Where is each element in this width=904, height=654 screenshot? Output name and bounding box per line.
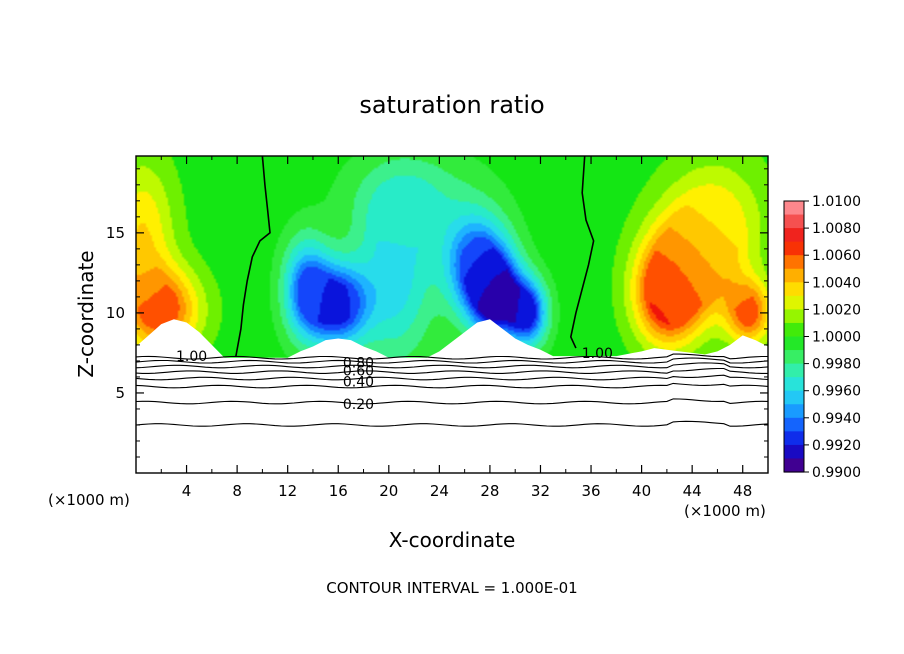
x-tick-label: 20: [379, 482, 398, 500]
subsaturated-contours: [135, 353, 769, 427]
colorbar-band: [784, 336, 804, 351]
x-tick-label: 12: [278, 482, 297, 500]
colorbar-band: [784, 201, 804, 216]
sat-contour-line: [135, 367, 768, 374]
contour-1-00-left: [235, 155, 271, 357]
colorbar: 1.0100 1.0080 1.0060 1.0040 1.0020 1.0000 0.99…: [783, 194, 861, 481]
sat-contour-line: [135, 420, 769, 427]
colorbar-label: 1.0040: [812, 275, 861, 291]
colorbar-bands: [784, 201, 804, 473]
y-tick-label: 5: [115, 384, 125, 402]
colorbar-label: 0.9940: [812, 411, 861, 427]
colorbar-label: 0.9980: [812, 357, 861, 373]
contour-label: 0.20: [343, 397, 374, 413]
y-axis-label: Z-coordinate: [74, 250, 98, 377]
contour-label: 1.00: [176, 349, 207, 365]
x-unit-right: (×1000 m): [684, 502, 766, 520]
x-unit-left: (×1000 m): [48, 491, 130, 509]
colorbar-band: [784, 295, 804, 310]
x-tick-label: 4: [182, 482, 192, 500]
x-tick-label: 48: [733, 482, 752, 500]
colorbar-band: [784, 214, 804, 229]
x-tick-label: 16: [329, 482, 348, 500]
colorbar-label: 1.0100: [812, 194, 861, 210]
x-tick-label: 24: [430, 482, 449, 500]
x-tick-label: 40: [632, 482, 651, 500]
colorbar-band: [784, 377, 804, 392]
colorbar-label: 1.0020: [812, 302, 861, 318]
x-tick-label: 32: [531, 482, 550, 500]
contour-label: 0.80: [343, 356, 374, 372]
colorbar-labels: 1.0100 1.0080 1.0060 1.0040 1.0020 1.0000 0.99…: [804, 194, 861, 481]
sat-contour-line: [135, 374, 769, 381]
colorbar-band: [784, 309, 804, 324]
x-axis-ticks: 4 8 12 16 20 24 28 32 36 40 44 48: [160, 156, 769, 500]
x-tick-label: 8: [232, 482, 242, 500]
contour-label: 0.60: [343, 364, 374, 380]
colorbar-band: [784, 458, 804, 473]
sat-contour-line: [135, 357, 769, 364]
colorbar-band: [784, 268, 804, 283]
y-tick-label: 10: [106, 304, 125, 322]
colorbar-band: [784, 390, 804, 405]
contour-label: 0.40: [343, 375, 374, 391]
colorbar-label: 1.0080: [812, 221, 861, 237]
sat-contour-line: [135, 398, 769, 405]
colorbar-band: [784, 282, 804, 297]
colorbar-band: [784, 404, 804, 419]
colorbar-label: 0.9960: [812, 384, 861, 400]
x-axis-label: X-coordinate: [389, 528, 516, 552]
colorbar-band: [784, 417, 804, 432]
y-tick-label: 15: [106, 224, 125, 242]
colorbar-band: [784, 350, 804, 365]
colorbar-label: 0.9900: [812, 465, 861, 481]
x-tick-label: 36: [581, 482, 600, 500]
contour-1-00-right: [569, 155, 595, 349]
colorbar-band: [784, 444, 804, 460]
colorbar-band: [784, 431, 804, 446]
colorbar-label: 1.0000: [812, 330, 861, 346]
contour-labels: 1.00 1.00 0.800.600.40 0.20: [176, 346, 613, 413]
sat-contour-line: [135, 382, 769, 389]
colorbar-band: [784, 322, 804, 338]
x-tick-label: 44: [683, 482, 702, 500]
colorbar-label: 1.0060: [812, 248, 861, 264]
x-tick-label: 28: [480, 482, 499, 500]
chart-title: saturation ratio: [359, 91, 544, 119]
colorbar-band: [784, 228, 804, 243]
sat-contour-line: [135, 362, 769, 369]
colorbar-band: [784, 255, 804, 270]
contour-label: 1.00: [582, 346, 613, 362]
colorbar-label: 0.9920: [812, 438, 861, 454]
plot-area: 1.00 1.00 0.800.600.40 0.20: [135, 155, 769, 474]
colorbar-band: [784, 241, 804, 256]
sat-contour-line: [135, 353, 768, 360]
plot-frame: [135, 155, 769, 474]
contour-interval-note: CONTOUR INTERVAL = 1.000E-01: [326, 579, 577, 597]
y-axis-ticks: 5 10 15: [106, 168, 768, 458]
colorbar-band: [784, 363, 804, 378]
